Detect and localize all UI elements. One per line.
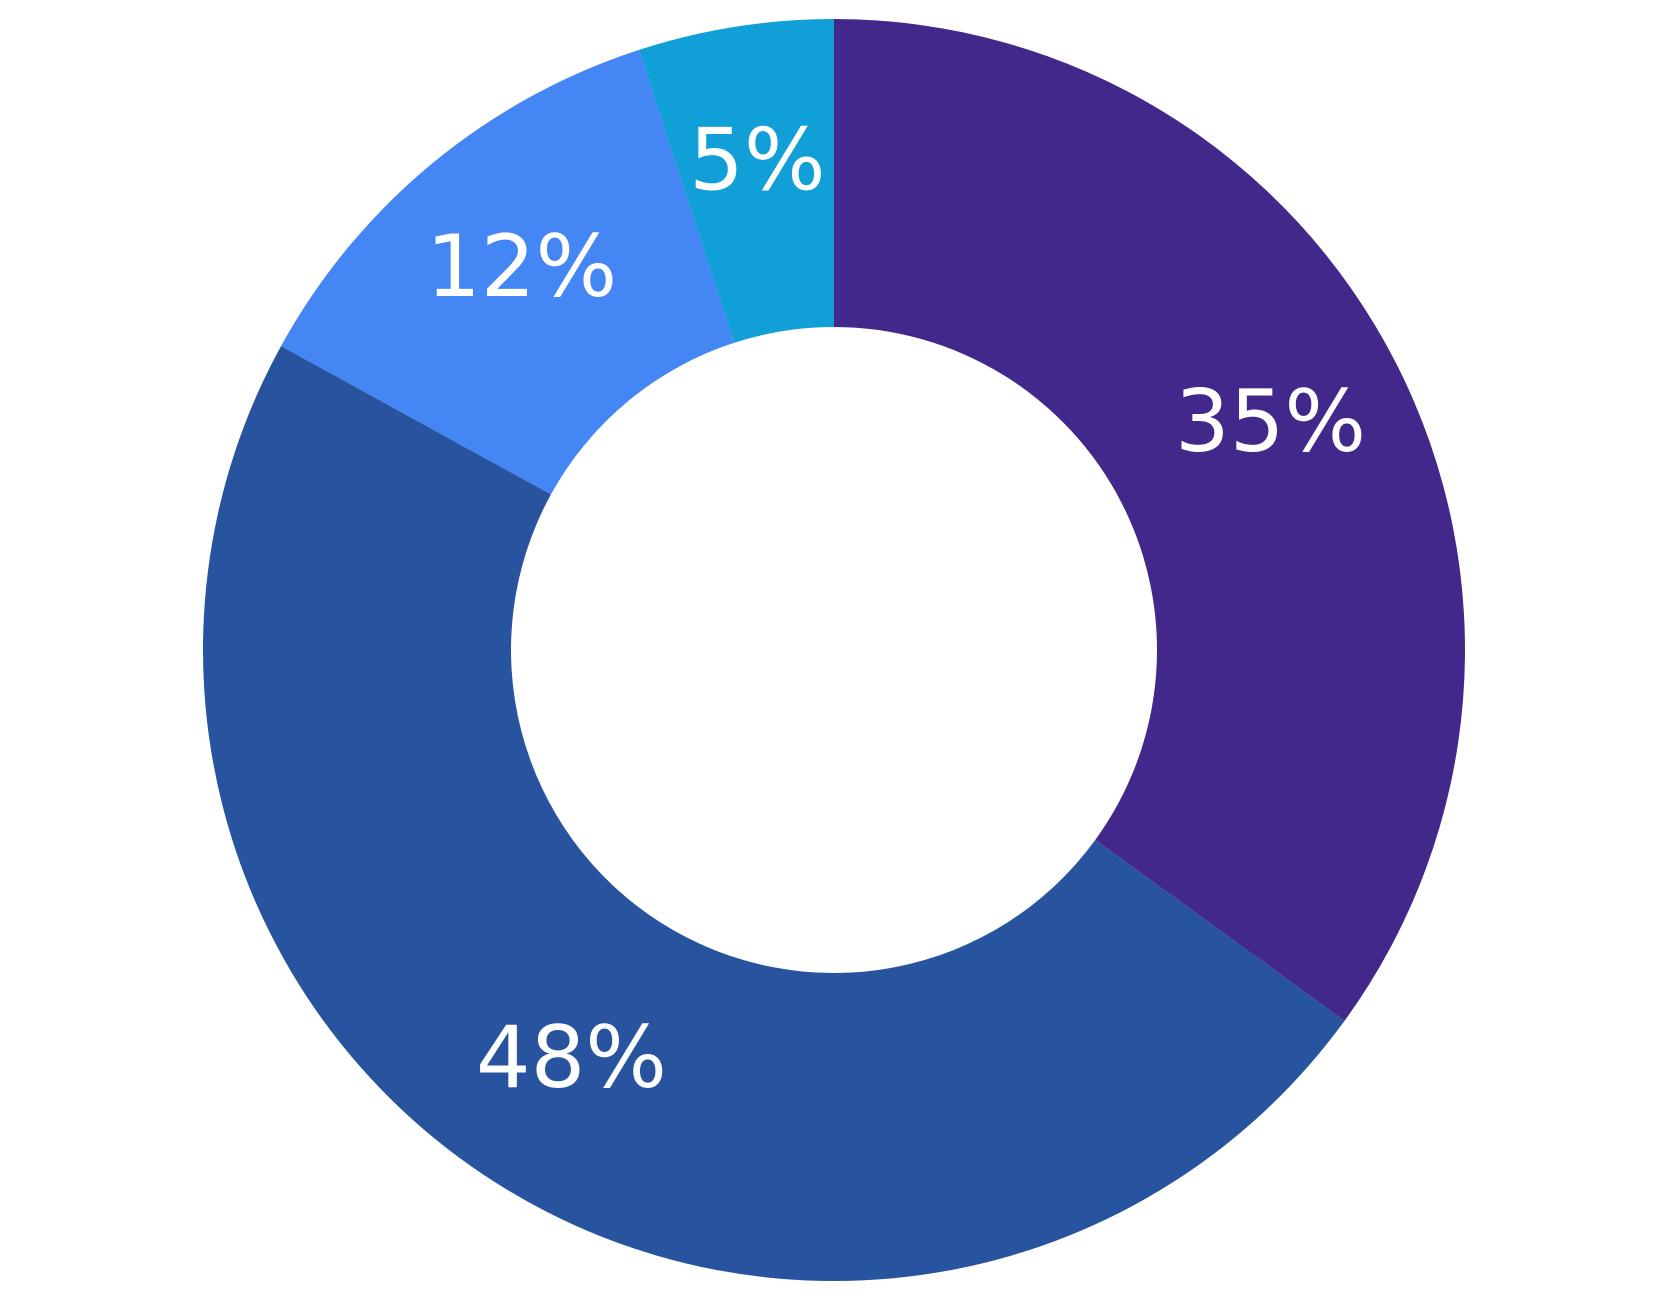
- donut-slice: [281, 49, 735, 495]
- donut-slice: [202, 346, 1345, 1282]
- slice-label: 48%: [476, 1008, 667, 1108]
- donut-slice: [834, 19, 1466, 1021]
- donut-slice: [639, 19, 834, 343]
- slice-label: 5%: [689, 110, 825, 210]
- slice-label: 12%: [426, 217, 617, 317]
- slice-label: 35%: [1175, 372, 1366, 472]
